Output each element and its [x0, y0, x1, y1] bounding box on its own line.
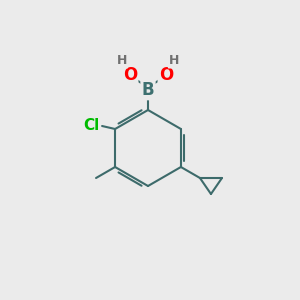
Text: B: B — [142, 81, 154, 99]
Text: Cl: Cl — [83, 118, 99, 134]
Text: O: O — [123, 66, 137, 84]
Text: O: O — [159, 66, 173, 84]
Text: H: H — [169, 55, 179, 68]
Text: H: H — [117, 55, 127, 68]
